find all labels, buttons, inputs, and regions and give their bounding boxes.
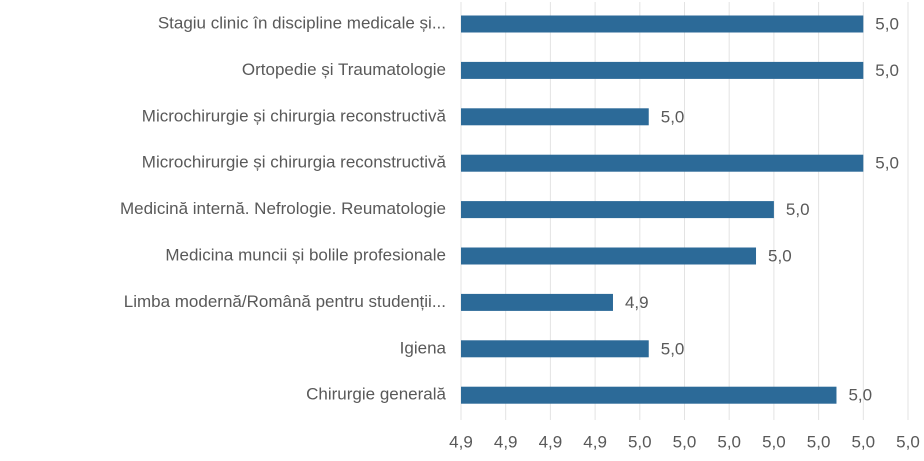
y-tick-label: Microchirurgie și chirurgia reconstructi… (142, 106, 447, 125)
bar (461, 154, 864, 172)
y-tick-label: Igiena (400, 338, 447, 357)
y-tick-label: Limba modernă/Română pentru studenții... (124, 292, 446, 311)
y-tick-label: Chirurgie generală (306, 385, 446, 404)
bar (461, 15, 864, 33)
value-label: 5,0 (786, 200, 810, 219)
bar (461, 340, 649, 358)
value-label: 5,0 (875, 154, 899, 173)
bar (461, 201, 774, 219)
value-label: 5,0 (875, 61, 899, 80)
y-tick-label: Medicină internă. Nefrologie. Reumatolog… (120, 199, 446, 218)
x-tick-label: 4,9 (449, 432, 473, 451)
value-label: 4,9 (625, 293, 649, 312)
x-tick-label: 5,0 (851, 432, 875, 451)
x-tick-label: 4,9 (583, 432, 607, 451)
bar (461, 247, 757, 265)
value-label: 5,0 (875, 14, 899, 33)
value-label: 5,0 (848, 386, 872, 405)
x-tick-label: 5,0 (762, 432, 786, 451)
value-label: 5,0 (768, 246, 792, 265)
bar (461, 293, 613, 311)
x-tick-label: 5,0 (717, 432, 741, 451)
bar (461, 108, 649, 126)
x-tick-label: 4,9 (539, 432, 563, 451)
x-tick-label: 5,0 (896, 432, 920, 451)
y-tick-label: Ortopedie și Traumatologie (242, 60, 446, 79)
bar (461, 61, 864, 79)
bar (461, 386, 837, 404)
value-label: 5,0 (661, 107, 685, 126)
x-tick-label: 5,0 (628, 432, 652, 451)
y-tick-label: Stagiu clinic în discipline medicale și.… (158, 13, 446, 32)
x-tick-label: 5,0 (673, 432, 697, 451)
x-tick-label: 5,0 (807, 432, 831, 451)
y-tick-label: Microchirurgie și chirurgia reconstructi… (142, 153, 447, 172)
x-tick-label: 4,9 (494, 432, 518, 451)
y-tick-label: Medicina muncii și bolile profesionale (165, 245, 446, 264)
value-label: 5,0 (661, 339, 685, 358)
